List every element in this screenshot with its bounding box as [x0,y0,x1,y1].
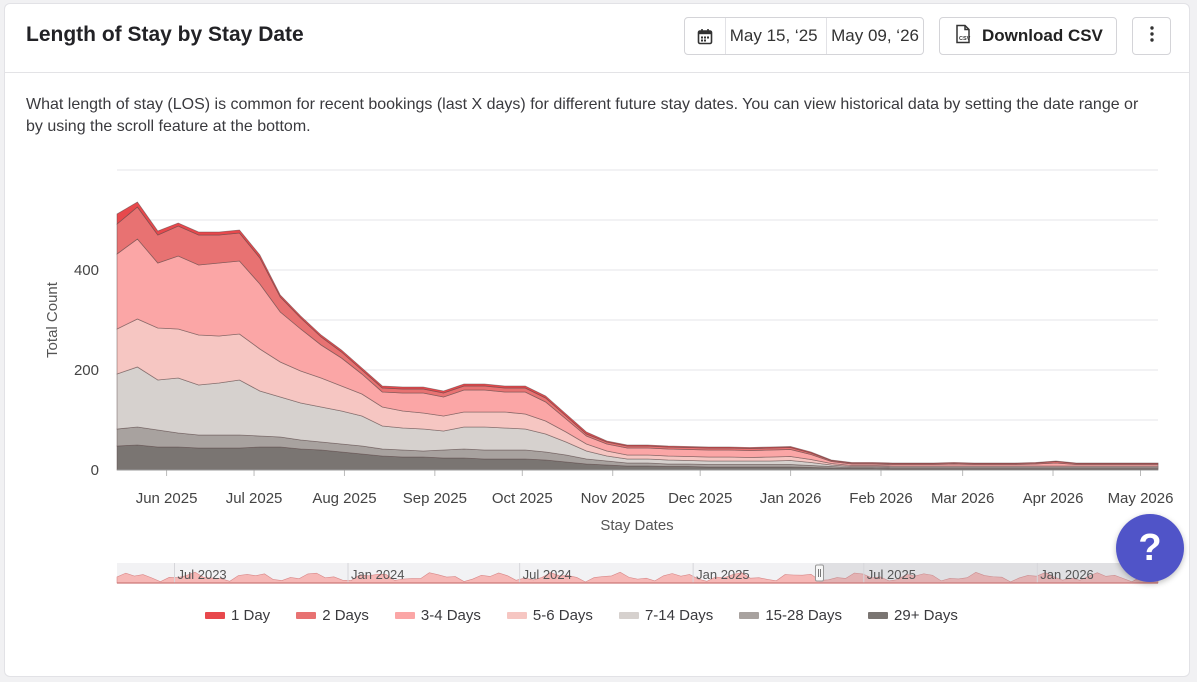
legend-label: 29+ Days [894,607,958,624]
legend-label: 1 Day [231,607,271,624]
date-range-picker[interactable]: May 15, ‘25 May 09, ‘26 [684,17,924,55]
legend-swatch [296,612,317,619]
chart-description: What length of stay (LOS) is common for … [26,96,1139,135]
legend-label: 5-6 Days [532,607,593,624]
legend-item[interactable]: 7-14 Days [618,607,714,624]
legend-item[interactable]: 2 Days [296,607,369,624]
date-start-field[interactable]: May 15, ‘25 [726,18,828,54]
page-title: Length of Stay by Stay Date [26,23,304,46]
chart-card: Length of Stay by Stay Date May 15, ‘25 … [4,3,1190,677]
legend-label: 2 Days [322,607,369,624]
help-icon: ? [1138,526,1162,569]
legend-label: 3-4 Days [420,607,481,624]
card-header: Length of Stay by Stay Date May 15, ‘25 … [5,4,1189,73]
legend-swatch [739,612,760,619]
legend-swatch [205,612,225,619]
legend-label: 7-14 Days [644,607,714,624]
help-button[interactable]: ? [1116,514,1184,582]
svg-text:CSV: CSV [959,36,971,42]
legend-swatch [618,612,639,619]
download-csv-label: Download CSV [982,26,1103,45]
legend-swatch [506,612,527,619]
legend-item[interactable]: 29+ Days [868,607,958,624]
chart-legend: 1 Day 2 Days 3-4 Days 5-6 Days 7-14 Days 15-2… [205,607,984,624]
csv-file-icon: CSV [954,24,972,49]
legend-item[interactable]: 15-28 Days [739,607,842,624]
more-options-button[interactable] [1132,17,1171,55]
calendar-icon[interactable] [685,18,726,54]
legend-label: 15-28 Days [765,607,843,624]
legend-swatch [868,612,889,619]
legend-swatch [394,612,415,619]
download-csv-button[interactable]: CSV Download CSV [939,17,1117,55]
legend-item[interactable]: 1 Day [205,607,270,624]
legend-item[interactable]: 5-6 Days [506,607,593,624]
more-vertical-icon [1149,25,1154,48]
date-end-field[interactable]: May 09, ‘26 [831,26,919,45]
legend-item[interactable]: 3-4 Days [394,607,481,624]
